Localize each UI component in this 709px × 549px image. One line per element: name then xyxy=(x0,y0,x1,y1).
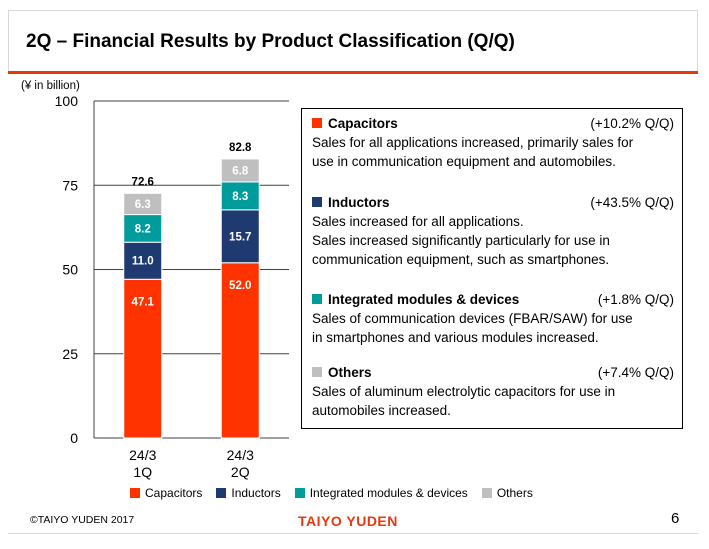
data-label: 11.0 xyxy=(132,256,154,268)
footer-copyright: ©TAIYO YUDEN 2017 xyxy=(30,514,135,526)
data-label: 6.8 xyxy=(232,165,249,177)
panel-item-header: Capacitors (+10.2% Q/Q) xyxy=(312,114,674,133)
panel-item-description: Sales of communication devices (FBAR/SAW… xyxy=(312,311,633,345)
panel-item-header: Inductors (+43.5% Q/Q) xyxy=(312,193,674,212)
legend-label: Others xyxy=(496,486,533,500)
title-frame xyxy=(8,10,698,72)
data-label: 47.1 xyxy=(132,296,155,308)
y-tick-label: 75 xyxy=(62,177,78,193)
y-tick-label: 25 xyxy=(62,346,78,362)
capacitors-square-icon xyxy=(312,118,322,128)
panel-item-growth: (+10.2% Q/Q) xyxy=(590,116,674,131)
unit-label: (¥ in billion) xyxy=(21,80,80,92)
legend-item-inductors: Inductors xyxy=(216,486,281,500)
x-tick-label: 2Q xyxy=(231,464,250,480)
panel-item-header: Integrated modules & devices (+1.8% Q/Q) xyxy=(312,290,674,309)
data-label: 52.0 xyxy=(229,280,251,292)
total-label: 72.6 xyxy=(132,176,154,188)
brand-logo: TAIYO YUDEN xyxy=(298,513,398,529)
slide-title: 2Q – Financial Results by Product Classi… xyxy=(26,31,515,52)
data-label: 6.3 xyxy=(135,199,151,211)
panel-item-description: Sales increased for all applications. Sa… xyxy=(312,214,610,267)
data-label: 8.2 xyxy=(135,223,151,235)
x-tick-label: 24/3 xyxy=(129,447,156,463)
panel-item-header: Others (+7.4% Q/Q) xyxy=(312,363,674,382)
x-tick-label: 24/3 xyxy=(227,447,254,463)
y-tick-label: 100 xyxy=(55,93,79,109)
commentary-panel: Capacitors (+10.2% Q/Q) Sales for all ap… xyxy=(301,108,683,429)
bar-segment xyxy=(220,262,260,439)
bar-segment xyxy=(123,241,163,280)
modules-square-icon xyxy=(312,294,322,304)
panel-item-name: Inductors xyxy=(328,195,390,210)
y-tick-label: 50 xyxy=(62,262,78,278)
legend-label: Integrated modules & devices xyxy=(309,486,468,500)
legend-label: Inductors xyxy=(231,486,281,500)
y-tick-label: 0 xyxy=(70,430,78,446)
bar-segment xyxy=(220,158,260,183)
legend-swatch xyxy=(216,488,227,498)
legend-item-capacitors: Capacitors xyxy=(130,486,202,500)
inductors-square-icon xyxy=(312,197,322,207)
panel-item-growth: (+7.4% Q/Q) xyxy=(597,365,674,380)
x-tick-label: 1Q xyxy=(133,464,152,480)
legend-swatch xyxy=(130,488,140,498)
legend-item-modules: Integrated modules & devices xyxy=(294,486,468,500)
legend-item-others: Others xyxy=(481,486,533,500)
panel-item-inductors: Inductors (+43.5% Q/Q) Sales increased f… xyxy=(312,193,674,269)
panel-item-description: Sales for all applications increased, pr… xyxy=(312,135,634,169)
title-underline xyxy=(8,71,698,74)
panel-item-capacitors: Capacitors (+10.2% Q/Q) Sales for all ap… xyxy=(312,114,674,171)
legend-label: Capacitors xyxy=(145,486,203,500)
chart-legend: Capacitors Inductors Integrated modules … xyxy=(130,486,533,500)
footer-divider xyxy=(8,533,698,534)
page-number: 6 xyxy=(671,510,680,527)
bar-segment xyxy=(123,278,163,439)
panel-item-growth: (+43.5% Q/Q) xyxy=(590,195,674,210)
panel-item-others: Others (+7.4% Q/Q) Sales of aluminum ele… xyxy=(312,363,674,420)
panel-item-modules: Integrated modules & devices (+1.8% Q/Q)… xyxy=(312,290,674,347)
panel-item-growth: (+1.8% Q/Q) xyxy=(597,292,674,307)
others-square-icon xyxy=(312,367,322,377)
data-label: 15.7 xyxy=(229,231,251,243)
legend-swatch xyxy=(294,488,305,498)
total-label: 82.8 xyxy=(229,142,252,154)
legend-swatch xyxy=(481,488,492,498)
panel-item-name: Integrated modules & devices xyxy=(328,292,520,307)
bar-segment xyxy=(123,192,163,216)
panel-item-description: Sales of aluminum electrolytic capacitor… xyxy=(312,384,616,418)
bar-segment xyxy=(220,209,260,264)
data-label: 8.3 xyxy=(232,191,248,203)
panel-item-name: Others xyxy=(328,365,372,380)
panel-item-name: Capacitors xyxy=(328,116,398,131)
